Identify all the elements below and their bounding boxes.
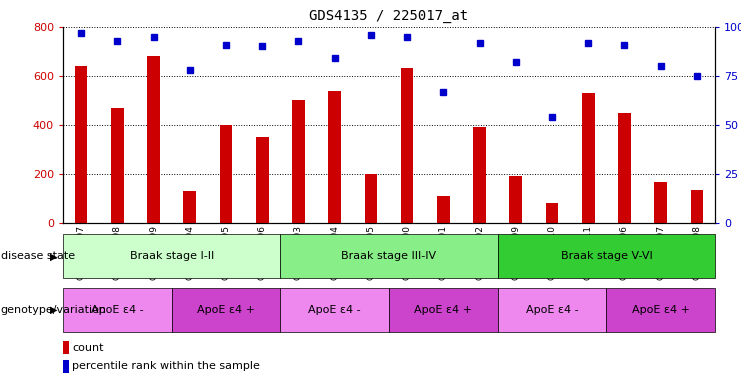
Bar [280, 288, 389, 332]
Bar [147, 56, 160, 223]
Bar [219, 125, 233, 223]
Bar [389, 288, 498, 332]
Bar [63, 341, 69, 354]
Text: ApoE ε4 -: ApoE ε4 - [308, 305, 361, 315]
Text: count: count [72, 343, 104, 353]
Bar [606, 288, 715, 332]
Bar [582, 93, 594, 223]
Bar [111, 108, 124, 223]
Bar [498, 234, 715, 278]
Title: GDS4135 / 225017_at: GDS4135 / 225017_at [310, 9, 468, 23]
Text: ApoE ε4 -: ApoE ε4 - [525, 305, 579, 315]
Bar [437, 196, 450, 223]
Bar [365, 174, 377, 223]
Text: ▶: ▶ [50, 305, 58, 315]
Text: ▶: ▶ [50, 251, 58, 262]
Text: percentile rank within the sample: percentile rank within the sample [72, 361, 260, 371]
Text: ApoE ε4 +: ApoE ε4 + [197, 305, 255, 315]
Text: genotype/variation: genotype/variation [1, 305, 107, 315]
Bar [401, 68, 413, 223]
Bar [75, 66, 87, 223]
Bar [292, 100, 305, 223]
Bar [654, 182, 667, 223]
Text: Braak stage III-IV: Braak stage III-IV [342, 251, 436, 262]
Bar [498, 288, 606, 332]
Bar [63, 288, 172, 332]
Text: ApoE ε4 +: ApoE ε4 + [632, 305, 690, 315]
Text: ApoE ε4 +: ApoE ε4 + [414, 305, 472, 315]
Bar [691, 190, 703, 223]
Text: Braak stage I-II: Braak stage I-II [130, 251, 214, 262]
Text: disease state: disease state [1, 251, 75, 262]
Bar [510, 176, 522, 223]
Bar [280, 234, 498, 278]
Bar [63, 234, 280, 278]
Bar [328, 91, 341, 223]
Text: Braak stage V-VI: Braak stage V-VI [560, 251, 652, 262]
Bar [473, 127, 486, 223]
Bar [63, 360, 69, 372]
Bar [545, 203, 559, 223]
Bar [618, 113, 631, 223]
Text: ApoE ε4 -: ApoE ε4 - [91, 305, 144, 315]
Bar [172, 288, 280, 332]
Bar [256, 137, 268, 223]
Bar [184, 191, 196, 223]
